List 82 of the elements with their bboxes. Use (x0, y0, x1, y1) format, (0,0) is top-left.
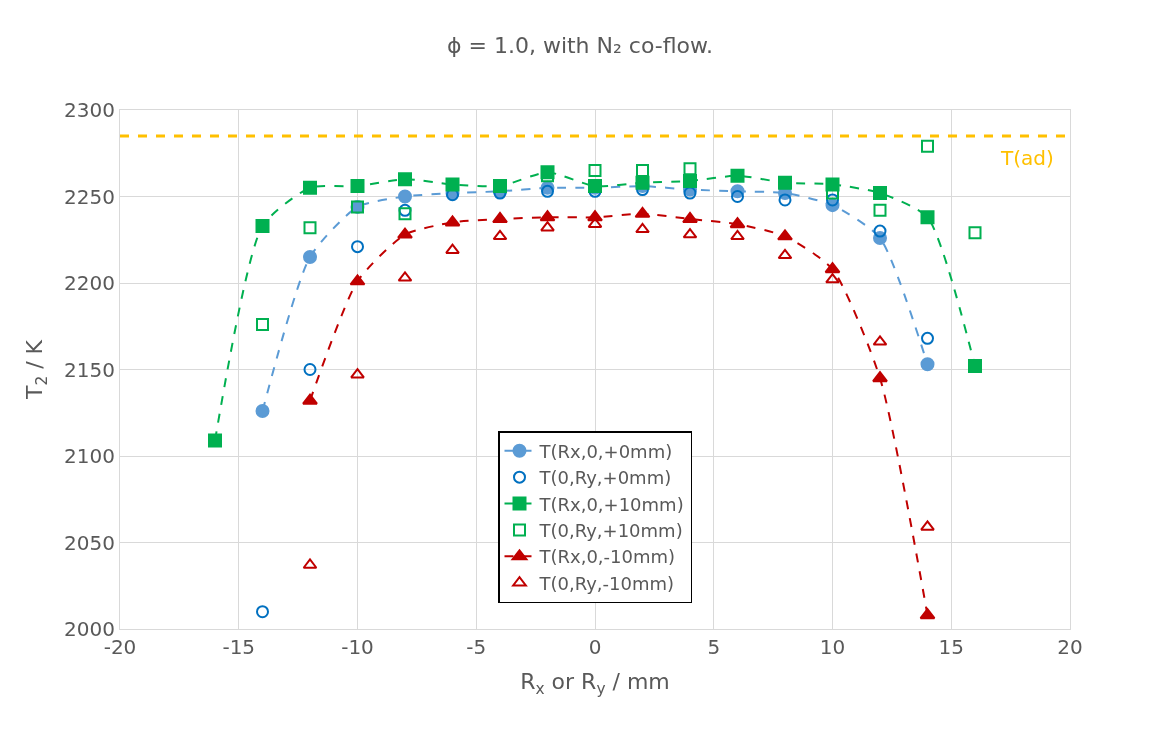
x-tick-label: -10 (341, 635, 374, 659)
legend-label: T(Rx,0,+10mm) (538, 493, 684, 515)
y-tick-label: 2050 (64, 530, 115, 555)
point (350, 368, 365, 379)
point (634, 206, 651, 218)
point (777, 229, 793, 241)
point (539, 210, 556, 222)
y-tick-label: 2150 (64, 357, 115, 382)
legend-label: T(Rx,0,+0mm) (538, 440, 673, 462)
point (255, 404, 270, 419)
point (826, 193, 839, 207)
point (682, 211, 698, 223)
point (398, 189, 412, 204)
x-tick-label: -15 (222, 635, 256, 659)
x-tick-label: 10 (819, 635, 846, 659)
point (635, 175, 650, 190)
point (256, 605, 269, 619)
point (397, 227, 413, 239)
legend-label: T(0,Ry,+10mm) (538, 519, 683, 541)
point (256, 318, 269, 332)
point (445, 243, 460, 254)
point (492, 229, 508, 241)
x-tick-label: 20 (1057, 635, 1083, 659)
point (729, 217, 746, 229)
point (919, 608, 936, 620)
point (208, 433, 222, 448)
point (444, 215, 461, 227)
point (825, 273, 840, 284)
x-tick-label: 5 (707, 635, 721, 659)
point (872, 371, 888, 383)
point (920, 357, 935, 372)
point (636, 164, 649, 178)
point (541, 184, 554, 198)
legend-label: T(0,Ry,+0mm) (538, 467, 672, 489)
point (303, 363, 317, 376)
point (398, 207, 412, 221)
point (445, 177, 460, 192)
point (873, 186, 887, 201)
x-axis-title: R$_{x}$ or R$_{y}$ / mm (520, 668, 670, 698)
point (921, 139, 934, 153)
point (398, 172, 412, 187)
point (635, 222, 650, 234)
point (873, 203, 887, 217)
point (683, 186, 697, 200)
chart-title: ϕ = 1.0, with N₂ co-flow. (446, 32, 714, 58)
x-tick-label: 15 (938, 635, 964, 659)
ref-line-label: T(ad) (1000, 146, 1054, 170)
point (349, 274, 366, 286)
point (778, 175, 792, 190)
point (588, 164, 602, 178)
point (778, 193, 792, 207)
point (683, 162, 697, 176)
point (968, 226, 982, 240)
y-tick-label: 2100 (64, 444, 115, 468)
x-tick-label: 0 (588, 635, 602, 659)
point (303, 221, 317, 235)
point (398, 203, 412, 217)
point (730, 168, 745, 183)
point (302, 393, 318, 405)
point (731, 190, 744, 203)
point (921, 331, 934, 345)
point (540, 221, 555, 232)
legend-label: T(0,Ry,-10mm) (538, 572, 675, 594)
x-tick-label: -5 (466, 635, 487, 659)
legend-label: T(Rx,0,-10mm) (538, 546, 676, 568)
y-tick-label: 2300 (64, 98, 115, 122)
point (492, 211, 508, 223)
point (683, 173, 697, 188)
point (920, 210, 935, 225)
y-tick-label: 2250 (64, 184, 115, 209)
point (351, 240, 364, 254)
point (873, 224, 887, 238)
point (350, 179, 365, 194)
point (824, 262, 841, 274)
y-tick-label: 2200 (64, 271, 115, 295)
point (730, 229, 745, 241)
point (968, 359, 982, 374)
point (303, 180, 317, 195)
point (777, 248, 793, 260)
point (303, 250, 317, 265)
point (255, 218, 270, 233)
point (920, 520, 935, 531)
